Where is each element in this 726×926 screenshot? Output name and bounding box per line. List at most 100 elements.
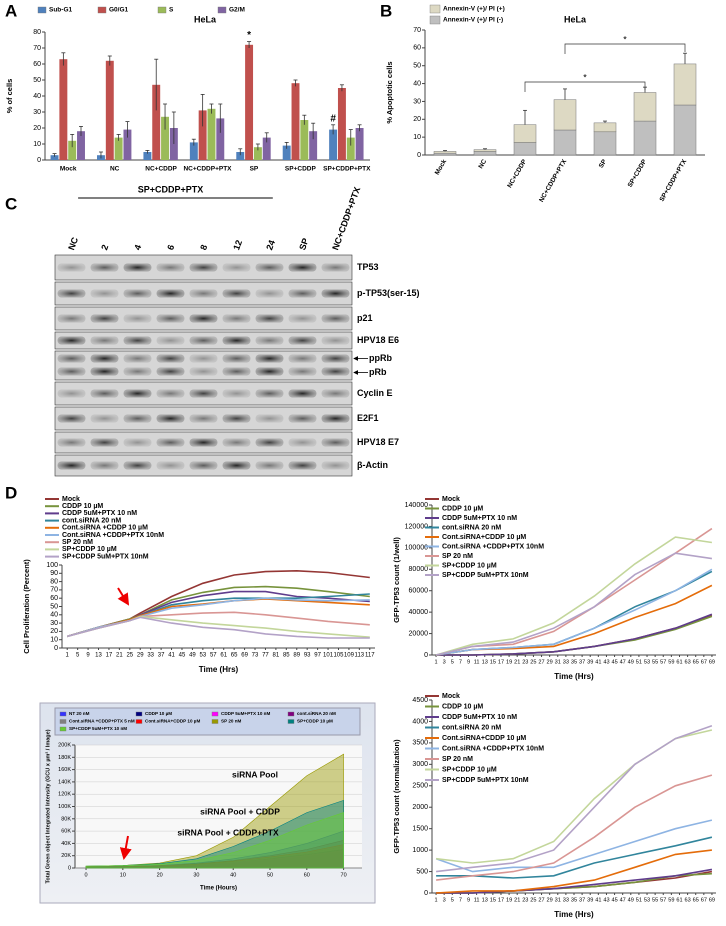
lane-label: 24 [264, 239, 277, 252]
line [435, 570, 713, 656]
bar-segment [593, 131, 617, 156]
legend-label: SP+CDDP 10 µM [62, 546, 117, 553]
legend-label: CDDP 5uM+PTX 10 nM [442, 515, 517, 522]
x-tick-label: 13 [482, 897, 488, 903]
x-tick-label: 21 [116, 653, 123, 659]
line [435, 536, 713, 656]
x-tick-label: 19 [506, 897, 512, 903]
x-tick-label: 40 [230, 872, 236, 878]
bar [68, 140, 77, 160]
annotation: * [247, 30, 251, 41]
legend-label: SP+CDDP 5uM+PTX 10 nM [69, 726, 127, 731]
legend-label: cont.siRNA 20 nM [297, 711, 336, 716]
y-tick-label: 20000 [409, 630, 429, 637]
y-tick-label: 50 [413, 63, 421, 70]
legend-label: CDDP 10 µM [442, 505, 483, 512]
blot-band [57, 263, 86, 272]
x-tick-label: 31 [555, 897, 561, 903]
x-tick-label: 17 [498, 659, 504, 665]
x-tick-label: 17 [106, 653, 113, 659]
line [66, 615, 370, 638]
legend-label: Cont.siRNA+CDDP 10 µM [145, 719, 200, 724]
x-tick-label: 29 [547, 659, 553, 665]
lane-label: NC [66, 235, 80, 251]
legend-label: SP+CDDP 10 µM [442, 766, 497, 773]
x-tick-label: 33 [563, 659, 569, 665]
y-tick-label: 100K [58, 804, 71, 810]
y-tick-label: 3000 [412, 761, 428, 768]
chart-title: HeLa [194, 14, 217, 24]
legend-label: Annexin-V (+)/ PI (-) [443, 17, 503, 24]
legend-label: Mock [442, 693, 460, 700]
red-arrow [117, 587, 130, 606]
y-tick-label: 70 [33, 45, 41, 52]
blot-band [321, 461, 350, 470]
x-tick-label: NC [477, 158, 488, 170]
bar [346, 137, 355, 160]
blot-band [288, 354, 317, 363]
line [66, 597, 370, 638]
legend-label: cont.siRNA 20 nM [62, 517, 121, 524]
blot-band [156, 461, 185, 470]
x-axis-label: Time (Hrs) [554, 672, 594, 681]
blot-band [321, 289, 350, 298]
legend-label: SP+CDDP 10 µM [297, 719, 333, 724]
x-tick-label: 67 [701, 659, 707, 665]
lane-label: 4 [132, 243, 143, 251]
x-tick-label: 61 [676, 659, 682, 665]
blot-band [189, 354, 218, 363]
blot-band [321, 354, 350, 363]
blot-band [90, 367, 119, 376]
line [435, 584, 713, 656]
legend-label: Annexin-V (+)/ PI (+) [443, 6, 505, 13]
significance-bracket [564, 43, 686, 54]
y-tick-label: 20 [50, 628, 58, 635]
x-tick-label: 15 [490, 897, 496, 903]
bar [189, 142, 198, 160]
x-tick-label: 69 [709, 659, 715, 665]
x-tick-label: 7 [459, 897, 462, 903]
bar [77, 131, 85, 160]
x-tick-label: 43 [603, 897, 609, 903]
blot-band [255, 289, 284, 298]
x-tick-label: 69 [709, 897, 715, 903]
x-tick-label: 43 [603, 659, 609, 665]
x-tick-label: 63 [684, 659, 690, 665]
x-tick-label: 109 [344, 653, 355, 659]
blot-band [288, 438, 317, 447]
y-tick-label: 40 [50, 612, 58, 619]
y-tick-label: 30 [33, 109, 41, 116]
x-tick-label: 37 [579, 897, 585, 903]
y-tick-label: 20K [61, 853, 71, 859]
x-tick-label: 117 [365, 653, 375, 659]
blot-band [123, 438, 152, 447]
blot-band [321, 314, 350, 323]
blot-band [222, 438, 251, 447]
bar [253, 147, 262, 160]
legend-label: Mock [442, 496, 460, 503]
x-tick-label: 30 [193, 872, 199, 878]
annotation: siRNA Pool [232, 769, 278, 779]
blot-band [123, 314, 152, 323]
y-tick-label: 60000 [409, 588, 429, 595]
x-tick-label: 35 [571, 659, 577, 665]
x-tick-label: 23 [522, 659, 528, 665]
lane-label: SP [297, 237, 311, 252]
x-tick-label: 41 [595, 897, 601, 903]
x-tick-label: 69 [241, 653, 248, 659]
x-tick-label: 53 [200, 653, 207, 659]
blot-band [90, 263, 119, 272]
y-tick-label: 70 [413, 27, 421, 34]
x-tick-label: NC+CDDP [506, 158, 528, 189]
legend-swatch [429, 15, 441, 25]
y-tick-label: 140000 [405, 502, 428, 509]
x-tick-label: 93 [304, 653, 311, 659]
legend-label: CDDP 5uM+PTX 10 nM [221, 711, 270, 716]
bar [337, 88, 346, 160]
blot-band [123, 336, 152, 345]
line [436, 774, 713, 881]
bar [300, 120, 309, 160]
bar [245, 44, 254, 160]
bar-segment [593, 122, 617, 133]
x-tick-label: 61 [220, 653, 227, 659]
